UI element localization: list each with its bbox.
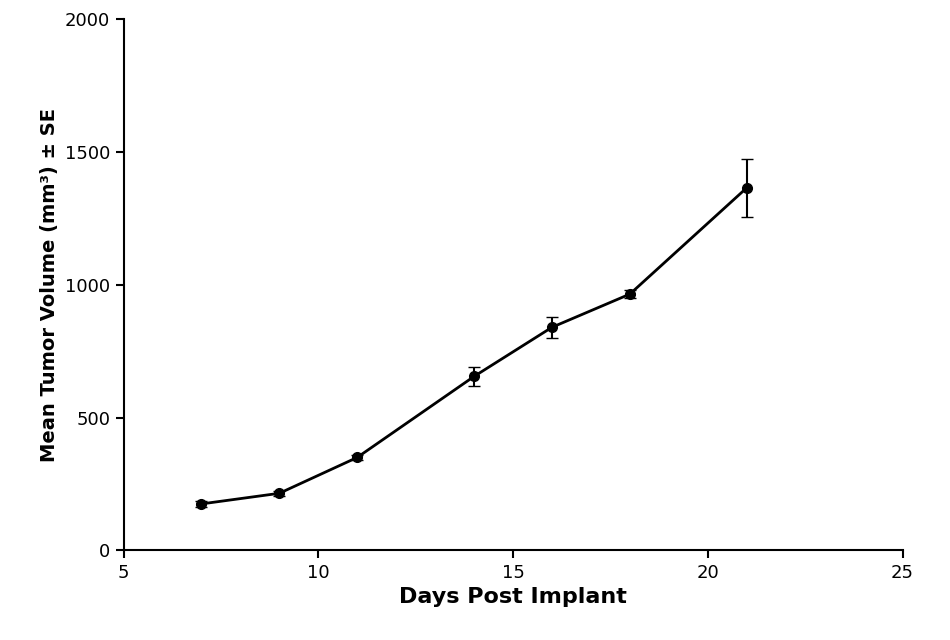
Y-axis label: Mean Tumor Volume (mm³) ± SE: Mean Tumor Volume (mm³) ± SE [40, 108, 60, 462]
X-axis label: Days Post Implant: Days Post Implant [399, 587, 627, 607]
